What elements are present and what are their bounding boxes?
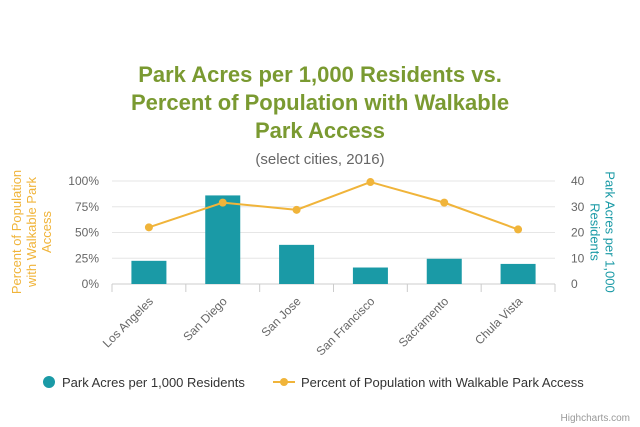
right-tick-label: 40: [571, 174, 585, 188]
x-tick-label: San Francisco: [313, 294, 377, 358]
right-axis-title-line: Park Acres per 1,000: [603, 171, 618, 292]
legend: Park Acres per 1,000 Residents Percent of…: [43, 375, 584, 390]
right-tick-label: 30: [571, 200, 585, 214]
legend-item-line[interactable]: Percent of Population with Walkable Park…: [273, 375, 584, 390]
legend-line-symbol: [280, 378, 288, 386]
legend-label: Percent of Population with Walkable Park…: [301, 375, 584, 390]
bar-series: [131, 195, 536, 284]
legend-bar-symbol: [43, 376, 55, 388]
chart-title-line: Park Access: [255, 118, 385, 143]
bar: [131, 260, 167, 284]
bar: [352, 267, 388, 284]
credits-link[interactable]: Highcharts.com: [561, 413, 630, 424]
left-axis-title: Percent of Population with Walkable Park A…: [9, 170, 54, 294]
left-tick-label: 0%: [82, 277, 100, 291]
left-axis-title-line: Access: [39, 211, 54, 253]
legend-item-bars[interactable]: Park Acres per 1,000 Residents: [43, 375, 245, 390]
x-tick-label: Chula Vista: [472, 294, 525, 347]
line-point: [144, 223, 153, 232]
line-point: [292, 205, 301, 214]
left-axis-title-line: Percent of Population: [9, 170, 24, 294]
left-tick-label: 25%: [75, 251, 99, 265]
line-point: [218, 198, 227, 207]
x-tick-label: Sacramento: [396, 294, 452, 350]
bar: [205, 195, 241, 284]
line-path: [148, 180, 519, 231]
chart-title-line: Percent of Population with Walkable: [131, 90, 509, 115]
x-tick-label: San Jose: [258, 294, 304, 340]
x-tick-label: Los Angeles: [100, 294, 156, 350]
bar: [500, 263, 536, 284]
right-tick-label: 10: [571, 251, 585, 265]
x-tick-label: San Diego: [180, 294, 230, 344]
right-axis-title-line: Residents: [588, 203, 603, 261]
line-point: [440, 198, 449, 207]
left-tick-label: 75%: [75, 200, 99, 214]
left-axis-ticks: 0% 25% 50% 75% 100%: [68, 174, 99, 291]
bar: [426, 258, 462, 284]
right-axis-ticks: 0 10 20 30 40: [571, 174, 585, 291]
line-series: [144, 178, 523, 234]
x-axis-ticks: Los Angeles San Diego San Jose San Francisc…: [100, 284, 556, 358]
right-tick-label: 20: [571, 226, 585, 240]
left-tick-label: 50%: [75, 226, 99, 240]
left-tick-label: 100%: [68, 174, 99, 188]
chart-title-line: Park Acres per 1,000 Residents vs.: [138, 62, 502, 87]
left-axis-title-line: with Walkable Park: [24, 176, 39, 288]
legend-label: Park Acres per 1,000 Residents: [62, 375, 245, 390]
right-tick-label: 0: [571, 277, 578, 291]
line-point: [514, 225, 523, 234]
line-point: [366, 178, 375, 187]
chart-subtitle: (select cities, 2016): [255, 151, 384, 168]
chart-title: Park Acres per 1,000 Residents vs. Percen…: [131, 62, 509, 143]
bar: [279, 244, 315, 284]
